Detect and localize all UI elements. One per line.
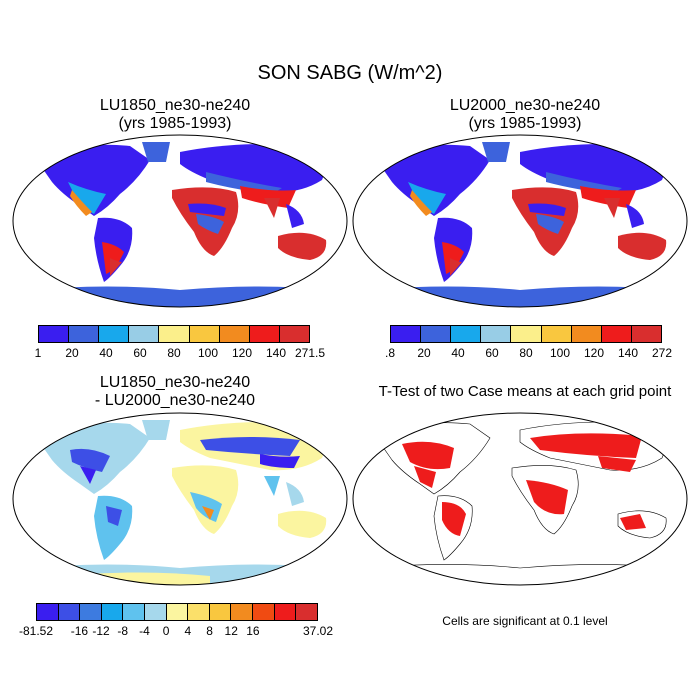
panel-4-title-line1: T-Test of two Case means at each grid po… — [378, 383, 672, 400]
colorbar-tick-label: 37.02 — [302, 624, 334, 638]
panel-1-title-line1: LU1850_ne30-ne240 — [99, 97, 251, 114]
colorbar-tick-label: 20 — [65, 346, 79, 360]
colorbar-tick-label: -12 — [92, 624, 110, 638]
colorbar-swatch — [279, 326, 309, 342]
colorbar-swatch — [451, 326, 482, 342]
colorbar-swatch — [249, 326, 280, 342]
colorbar-swatch — [571, 326, 602, 342]
colorbar-swatch — [541, 326, 572, 342]
colorbar-swatch — [631, 326, 661, 342]
map-lu2000 — [352, 134, 688, 308]
colorbar-swatch — [231, 604, 254, 620]
colorbar-tick-label: 12 — [224, 624, 238, 638]
panel-1-title-line2: (yrs 1985-1993) — [118, 115, 232, 132]
map-difference — [12, 412, 348, 586]
colorbar-swatch — [159, 326, 190, 342]
colorbar-swatch — [123, 604, 146, 620]
colorbar-swatch — [101, 604, 124, 620]
colorbar-swatch — [481, 326, 512, 342]
colorbar-swatch — [601, 326, 632, 342]
panel-3-title-line2: - LU2000_ne30-ne240 — [94, 392, 256, 409]
colorbar-tick-label: 60 — [133, 346, 147, 360]
colorbar-tick-label: 80 — [167, 346, 181, 360]
map-lu1850 — [12, 134, 348, 308]
colorbar-tick-label: -81.52 — [18, 624, 54, 638]
colorbar-difference — [36, 603, 318, 621]
colorbar-tick-label: 16 — [246, 624, 260, 638]
colorbar-tick-label: 20 — [417, 346, 431, 360]
panel-2-title-line2: (yrs 1985-1993) — [468, 115, 582, 132]
colorbar-swatch — [80, 604, 102, 620]
colorbar-swatch — [129, 326, 160, 342]
colorbar-tick-label: 80 — [519, 346, 533, 360]
colorbar-swatch — [188, 604, 210, 620]
colorbar-tick-label: 100 — [197, 346, 219, 360]
colorbar-tick-label: -4 — [139, 624, 150, 638]
colorbar-tick-label: 8 — [206, 624, 213, 638]
panel-2-title: LU2000_ne30-ne240 (yrs 1985-1993) — [360, 97, 690, 133]
colorbar-swatch — [209, 604, 232, 620]
panel-3-title-line1: LU1850_ne30-ne240 — [99, 374, 251, 391]
colorbar-swatch — [189, 326, 220, 342]
panel-2-title-line1: LU2000_ne30-ne240 — [449, 97, 601, 114]
figure-title: SON SABG (W/m^2) — [257, 62, 443, 84]
colorbar-tick-label: 4 — [184, 624, 192, 638]
colorbar-tick-label: 40 — [451, 346, 465, 360]
colorbar-swatch — [69, 326, 100, 342]
colorbar-tick-label: 272 — [651, 346, 673, 360]
colorbar-tick-label: .8 — [384, 346, 396, 360]
colorbar-swatch — [391, 326, 422, 342]
colorbar-tick-label: -8 — [117, 624, 129, 638]
colorbar-swatch — [253, 604, 275, 620]
colorbar-swatch — [274, 604, 297, 620]
colorbar-tick-label: 140 — [617, 346, 639, 360]
colorbar-swatch — [145, 604, 167, 620]
colorbar-lu2000-labels: .8 20 40 60 80 100 120 140 272 — [385, 346, 672, 360]
colorbar-difference-labels: -81.52 -16 -12 -8 -4 0 4 8 12 16 37.02 — [19, 624, 333, 638]
colorbar-tick-label: 60 — [485, 346, 499, 360]
colorbar-swatch — [421, 326, 452, 342]
colorbar-tick-label: 40 — [99, 346, 113, 360]
colorbar-tick-label: 271.5 — [294, 346, 326, 360]
colorbar-swatch — [219, 326, 250, 342]
colorbar-swatch — [296, 604, 317, 620]
colorbar-lu2000 — [390, 325, 662, 343]
colorbar-tick-label: -16 — [70, 624, 89, 638]
panel-4-title: T-Test of two Case means at each grid po… — [355, 383, 695, 401]
colorbar-swatch — [166, 604, 189, 620]
significance-note: Cells are significant at 0.1 level — [442, 614, 608, 628]
colorbar-swatch — [511, 326, 542, 342]
colorbar-lu1850-labels: 1 20 40 60 80 100 120 140 271.5 — [34, 346, 325, 360]
colorbar-tick-label: 120 — [231, 346, 253, 360]
map-ttest — [352, 412, 688, 586]
colorbar-swatch — [37, 604, 59, 620]
colorbar-swatch — [39, 326, 70, 342]
panel-1-title: LU1850_ne30-ne240 (yrs 1985-1993) — [10, 97, 340, 133]
colorbar-swatch — [58, 604, 81, 620]
colorbar-tick-label: 120 — [583, 346, 605, 360]
panel-3-title: LU1850_ne30-ne240 - LU2000_ne30-ne240 — [10, 374, 340, 410]
colorbar-tick-label: 140 — [265, 346, 287, 360]
colorbar-lu1850 — [38, 325, 310, 343]
colorbar-tick-label: 1 — [34, 346, 42, 360]
colorbar-tick-label: 0 — [162, 624, 170, 638]
colorbar-tick-label: 100 — [549, 346, 571, 360]
colorbar-swatch — [99, 326, 130, 342]
